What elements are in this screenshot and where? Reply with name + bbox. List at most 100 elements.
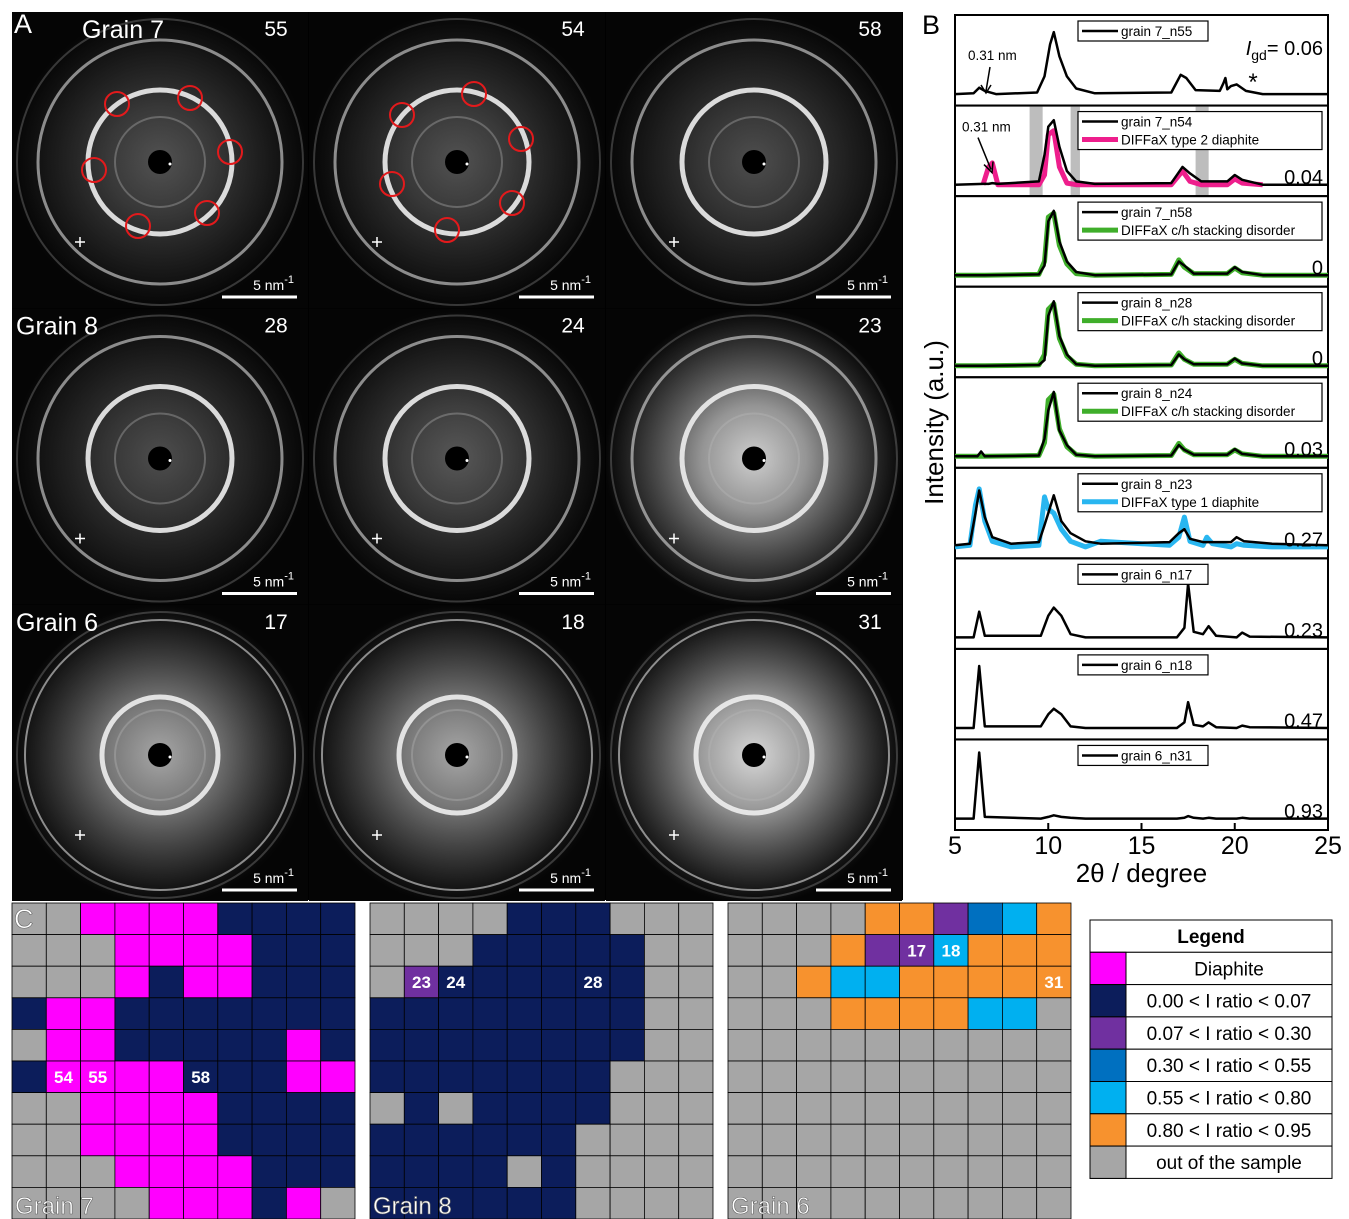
map-cell [46,998,80,1030]
scale-bar-sup: -1 [581,867,591,879]
map-cell [968,935,1002,967]
map-cell [542,998,576,1030]
map-cell [762,903,796,935]
igd-text: 0.47 [1284,710,1323,732]
map-cell [644,1187,678,1219]
map-cell [934,1156,968,1188]
map-cell [968,1156,1002,1188]
map-cell [762,1093,796,1125]
map-cell [968,1187,1002,1219]
map-cell [762,1061,796,1093]
speck [763,756,766,759]
map-cell [831,966,865,998]
map-cell [610,1124,644,1156]
map-cell [797,1093,831,1125]
legend-label: grain 7_n58 [1121,205,1192,220]
map-cell [252,1061,286,1093]
map-cell [762,935,796,967]
scale-bar-text: 5 nm [847,574,878,590]
map-cell [370,998,404,1030]
legend-label: DIFFaX c/h stacking disorder [1121,314,1296,329]
map-cell [1037,1124,1071,1156]
map-cell [644,1061,678,1093]
map-cell [115,1124,149,1156]
speck [466,459,469,462]
map-cell [12,966,46,998]
map-cell [473,998,507,1030]
map-cell [115,1187,149,1219]
map-cell [542,903,576,935]
map-cell [218,903,252,935]
map-cell [610,1093,644,1125]
map-cell [439,935,473,967]
igd-text: 0 [1312,348,1323,370]
map-cell [370,966,404,998]
map-cell [81,1029,115,1061]
speck [169,459,172,462]
map-cell [149,1029,183,1061]
map-cell [679,1187,713,1219]
igd-label: 0.47 [1284,710,1323,732]
diffraction-image: 5 nm-154 [307,12,607,312]
map-cell [728,1124,762,1156]
map-cell [968,966,1002,998]
grain-map-label: Grain 8 [373,1193,452,1219]
cell-label: 54 [54,1068,73,1087]
map-cell [576,903,610,935]
map-cell [286,1029,320,1061]
map-cell [968,903,1002,935]
map-cell [286,1156,320,1188]
map-cell [184,966,218,998]
map-cell [728,1093,762,1125]
map-cell [115,998,149,1030]
legend-label: DIFFaX c/h stacking disorder [1121,404,1296,419]
x-axis-label: 2θ / degree [1076,858,1208,888]
map-cell [1037,998,1071,1030]
map-cell [610,1187,644,1219]
map-cell [1002,1124,1036,1156]
scale-bar-sup: -1 [878,571,888,583]
map-cell [1002,1156,1036,1188]
map-cell [900,1061,934,1093]
map-cell [610,935,644,967]
map-cell [1002,1029,1036,1061]
map-cell [507,1029,541,1061]
x-tick-label: 15 [1128,832,1156,860]
map-cell [218,1156,252,1188]
map-cell [728,966,762,998]
map-cell [81,1124,115,1156]
map-cell [218,935,252,967]
map-cell [797,966,831,998]
image-number: 24 [561,315,585,338]
map-cell [831,1093,865,1125]
grain-map-label: Grain 6 [731,1193,810,1219]
map-cell [1002,966,1036,998]
beam-stop [742,447,766,471]
map-cell [218,1061,252,1093]
map-cell [184,1156,218,1188]
map-cell [404,1029,438,1061]
x-tick-label: 20 [1221,832,1249,860]
grain-label: Grain 6 [16,609,98,637]
map-cell [968,1093,1002,1125]
map-cell [1037,1061,1071,1093]
map-cell [576,1029,610,1061]
grain-label: Grain 8 [16,313,98,341]
map-cell [968,1061,1002,1093]
map-cell [46,1156,80,1188]
map-cell [81,1093,115,1125]
map-cell [865,1029,899,1061]
map-cell [370,1093,404,1125]
map-cell [252,1187,286,1219]
map-cell [728,903,762,935]
map-cell [610,1061,644,1093]
igd-label: 0 [1312,258,1323,280]
legend-label: grain 6_n31 [1121,748,1192,763]
map-cell [286,935,320,967]
diffraction-image: 5 nm-123 [604,309,904,609]
map-cell [12,1093,46,1125]
map-cell [149,903,183,935]
igd-label: 0.04 [1284,167,1323,189]
scale-bar-text: 5 nm [550,574,581,590]
map-cell [542,1061,576,1093]
